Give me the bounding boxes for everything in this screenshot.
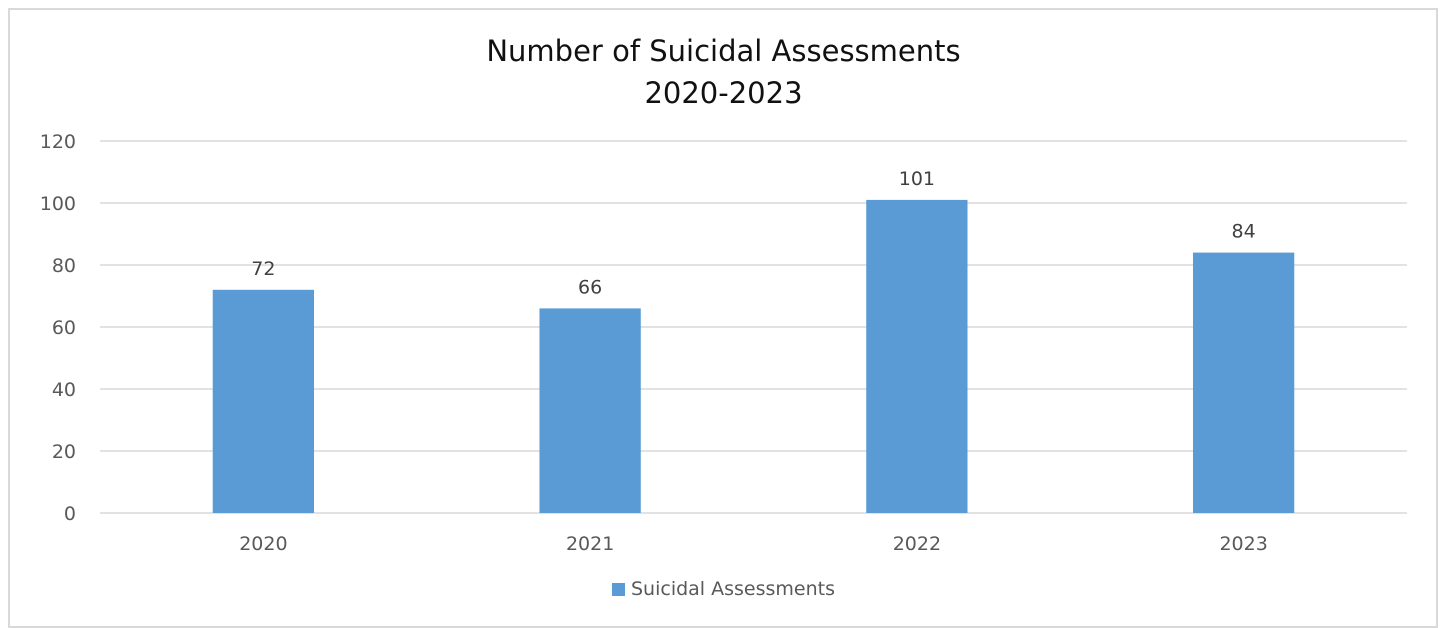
data-label-2023: 84 xyxy=(1232,221,1256,243)
bar-2023 xyxy=(1192,252,1295,513)
legend-swatch xyxy=(612,583,625,596)
x-tick-label: 2022 xyxy=(893,533,941,555)
legend: Suicidal Assessments xyxy=(0,578,1447,600)
y-tick-label: 120 xyxy=(40,131,76,153)
x-tick-label: 2021 xyxy=(566,533,614,555)
chart-title: Number of Suicidal Assessments 2020-2023 xyxy=(0,30,1447,114)
data-label-2020: 72 xyxy=(251,258,275,280)
legend-label: Suicidal Assessments xyxy=(631,578,835,600)
y-tick-label: 40 xyxy=(52,379,76,401)
bar-2020 xyxy=(212,289,315,513)
data-label-2022: 101 xyxy=(899,168,935,190)
x-tick-label: 2020 xyxy=(239,533,287,555)
y-tick-label: 60 xyxy=(52,317,76,339)
chart-title-line2: 2020-2023 xyxy=(644,76,803,110)
y-tick-label: 100 xyxy=(40,193,76,215)
bar-2022 xyxy=(866,199,968,513)
y-tick-label: 20 xyxy=(52,441,76,463)
bar-2021 xyxy=(539,308,641,513)
y-tick-label: 80 xyxy=(52,255,76,277)
data-label-2021: 66 xyxy=(578,276,602,298)
y-tick-label: 0 xyxy=(64,503,76,525)
chart-title-line1: Number of Suicidal Assessments xyxy=(486,34,961,68)
x-tick-label: 2023 xyxy=(1219,533,1267,555)
